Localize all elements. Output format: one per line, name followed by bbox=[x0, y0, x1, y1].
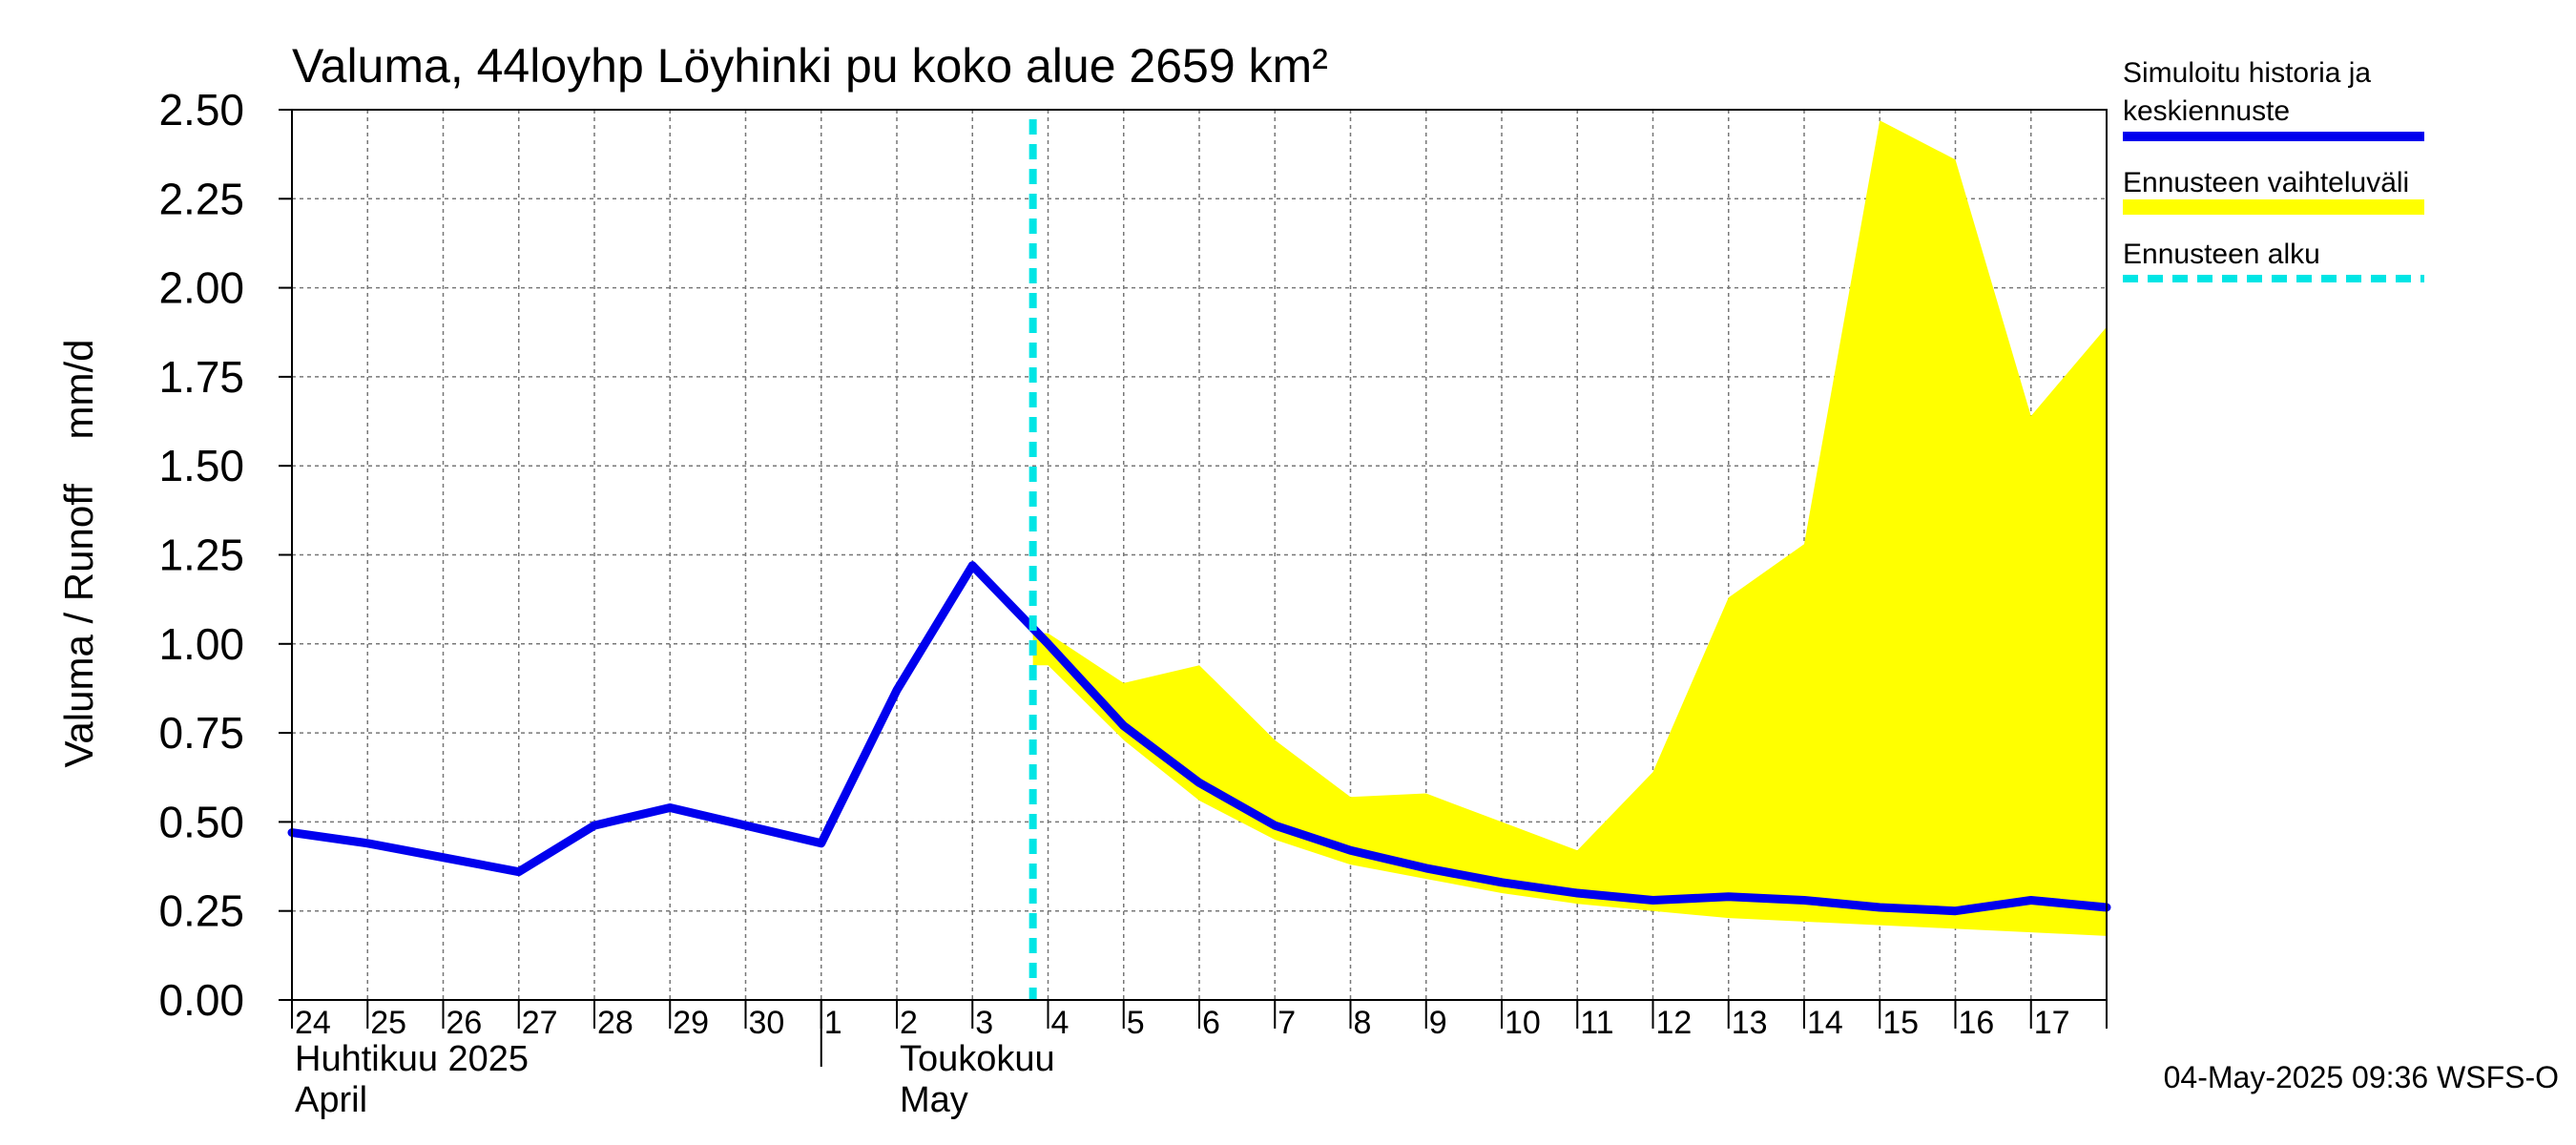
x-tick-label: 9 bbox=[1429, 1005, 1447, 1041]
x-tick-label: 24 bbox=[295, 1005, 331, 1041]
x-tick-label: 11 bbox=[1580, 1005, 1613, 1041]
x-tick-label: 30 bbox=[749, 1005, 785, 1041]
y-tick-label: 2.50 bbox=[158, 85, 244, 135]
legend-label-history-line1: Simuloitu historia ja bbox=[2123, 57, 2371, 89]
x-tick-label: 6 bbox=[1202, 1005, 1220, 1041]
x-tick-label: 4 bbox=[1051, 1005, 1070, 1041]
x-tick-label: 10 bbox=[1505, 1005, 1541, 1041]
y-tick-label: 2.25 bbox=[158, 174, 244, 223]
x-tick-label: 12 bbox=[1656, 1005, 1693, 1041]
x-tick-label: 5 bbox=[1127, 1005, 1145, 1041]
forecast-range-band bbox=[1032, 120, 2107, 936]
x-tick-label: 13 bbox=[1732, 1005, 1768, 1041]
y-tick-label: 0.50 bbox=[158, 797, 244, 846]
y-tick-label: 0.75 bbox=[158, 708, 244, 758]
forecast-range-area bbox=[1032, 120, 2107, 936]
x-tick-label: 27 bbox=[522, 1005, 558, 1041]
x-tick-label: 16 bbox=[1959, 1005, 1995, 1041]
x-tick-label: 7 bbox=[1278, 1005, 1296, 1041]
x-tick-label: 17 bbox=[2034, 1005, 2070, 1041]
y-tick-label: 0.25 bbox=[158, 886, 244, 936]
legend-label-history-line2: keskiennuste bbox=[2123, 95, 2290, 127]
y-tick-label: 1.75 bbox=[158, 352, 244, 402]
x-tick-label: 29 bbox=[673, 1005, 709, 1041]
month-label-line1: Huhtikuu 2025 bbox=[295, 1039, 529, 1079]
x-tick-label: 28 bbox=[597, 1005, 634, 1041]
series-line-history bbox=[287, 561, 2111, 916]
x-tick-label: 2 bbox=[900, 1005, 918, 1041]
x-tick-label: 15 bbox=[1882, 1005, 1919, 1041]
timestamp: 04-May-2025 09:36 WSFS-O bbox=[2164, 1060, 2559, 1094]
y-axis-label: Valuma / Runoff mm/d bbox=[56, 340, 101, 768]
y-tick-label: 1.25 bbox=[158, 531, 244, 580]
y-tick-label: 1.00 bbox=[158, 619, 244, 669]
y-tick-label: 2.00 bbox=[158, 263, 244, 313]
x-tick-label: 14 bbox=[1807, 1005, 1843, 1041]
chart-title: Valuma, 44loyhp Löyhinki pu koko alue 26… bbox=[292, 39, 1328, 93]
y-tick-label: 0.00 bbox=[158, 975, 244, 1025]
y-tick-label: 1.50 bbox=[158, 441, 244, 490]
x-tick-label: 26 bbox=[447, 1005, 483, 1041]
legend-label-forecast-start: Ennusteen alku bbox=[2123, 239, 2320, 270]
axes bbox=[279, 109, 2108, 1067]
series-layer bbox=[287, 561, 2111, 916]
legend-label-range: Ennusteen vaihteluväli bbox=[2123, 167, 2409, 198]
x-tick-label: 1 bbox=[824, 1005, 842, 1041]
x-tick-label: 3 bbox=[975, 1005, 993, 1041]
month-label-line2: April bbox=[295, 1080, 367, 1120]
month-label-line2: May bbox=[900, 1080, 968, 1120]
month-label-line1: Toukokuu bbox=[900, 1039, 1055, 1079]
legend: Simuloitu historia ja keskiennuste Ennus… bbox=[2123, 57, 2424, 282]
y-tick-labels: 0.00 0.25 0.50 0.75 1.00 1.25 1.50 1.75 2.00 2.25… bbox=[158, 85, 244, 1025]
x-tick-labels: 24 25 26 27 28 29 30 1 2 3 4 5 6 7 8 9 10 11 12 13 14 15 16 17 bbox=[295, 1005, 2070, 1041]
x-tick-label: 25 bbox=[370, 1005, 406, 1041]
x-tick-label: 8 bbox=[1354, 1005, 1372, 1041]
